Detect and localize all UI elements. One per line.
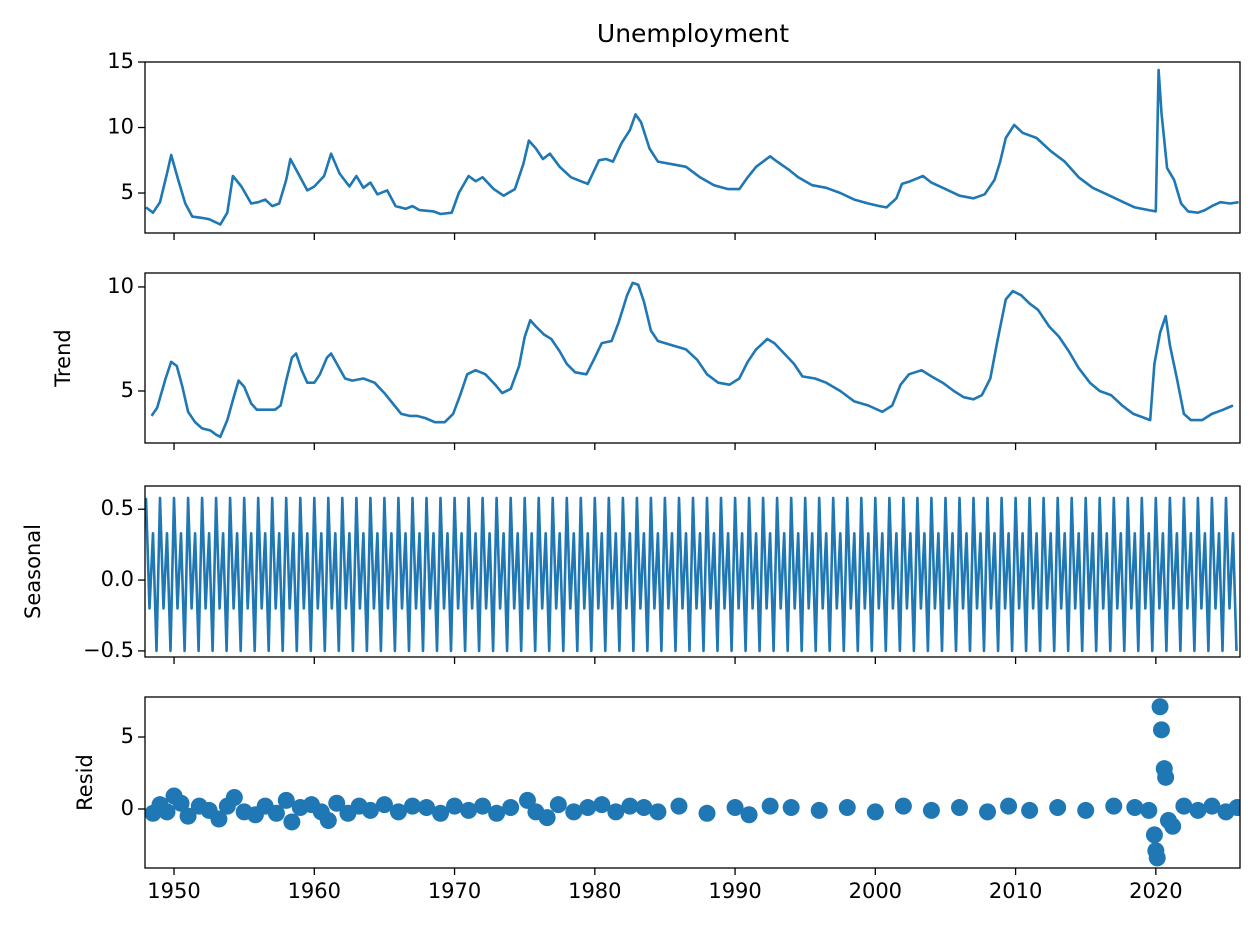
- point: [172, 794, 190, 812]
- point: [277, 791, 295, 809]
- x-tick-label: 2000: [849, 879, 902, 903]
- x-tick-label: 2010: [989, 879, 1042, 903]
- point: [950, 799, 968, 817]
- point: [460, 801, 478, 819]
- point: [549, 796, 567, 814]
- point: [417, 799, 435, 817]
- plot-area: [150, 281, 1234, 439]
- plot-area: [145, 698, 1240, 867]
- point: [361, 801, 379, 819]
- x-tick-label: 1980: [568, 879, 621, 903]
- point: [1203, 797, 1221, 815]
- point: [1175, 797, 1193, 815]
- point: [225, 788, 243, 806]
- axes-frame: [144, 485, 1241, 658]
- y-tick-label: −0.5: [83, 638, 134, 662]
- point: [1189, 801, 1207, 819]
- point: [1145, 826, 1163, 844]
- point: [1021, 801, 1039, 819]
- point: [761, 797, 779, 815]
- point: [538, 809, 556, 827]
- point: [740, 806, 758, 824]
- point: [922, 801, 940, 819]
- y-tick-label: 10: [107, 115, 134, 139]
- point: [565, 803, 583, 821]
- point: [474, 797, 492, 815]
- y-tick-label: 0: [121, 796, 134, 820]
- y-tick-label: 5: [121, 180, 134, 204]
- point: [267, 804, 285, 822]
- point: [1152, 721, 1170, 739]
- point: [389, 803, 407, 821]
- y-tick-label: 0.0: [101, 567, 134, 591]
- point: [866, 803, 884, 821]
- point: [1000, 797, 1018, 815]
- point: [726, 799, 744, 817]
- point: [1164, 817, 1182, 835]
- point: [502, 799, 520, 817]
- x-tick-label: 1990: [708, 879, 761, 903]
- point: [1049, 799, 1067, 817]
- x-tick-label: 1970: [428, 879, 481, 903]
- point: [593, 796, 611, 814]
- y-axis-label: Seasonal: [21, 524, 45, 619]
- point: [838, 799, 856, 817]
- x-tick-label: 2020: [1129, 879, 1182, 903]
- point: [432, 804, 450, 822]
- plot-area: [145, 68, 1239, 226]
- point: [375, 796, 393, 814]
- y-tick-label: 0.5: [101, 496, 134, 520]
- point: [1105, 797, 1123, 815]
- point: [635, 799, 653, 817]
- y-tick-label: 10: [107, 274, 134, 298]
- point: [1148, 849, 1166, 867]
- point: [1157, 768, 1175, 786]
- y-axis-label: Trend: [51, 329, 75, 387]
- axes-frame: [144, 61, 1241, 234]
- point: [782, 799, 800, 817]
- y-tick-label: 5: [121, 724, 134, 748]
- point: [319, 812, 337, 829]
- line: [145, 68, 1239, 226]
- point: [1126, 799, 1144, 817]
- point: [1151, 698, 1169, 716]
- axes-frame: [144, 272, 1241, 444]
- point: [1228, 799, 1240, 817]
- point: [649, 803, 667, 821]
- point: [894, 797, 912, 815]
- point: [403, 797, 421, 815]
- point: [488, 804, 506, 822]
- y-tick-label: 15: [107, 49, 134, 73]
- point: [1077, 801, 1095, 819]
- point: [698, 804, 716, 822]
- point: [179, 807, 197, 825]
- point: [607, 803, 625, 821]
- point: [158, 803, 176, 821]
- y-tick-label: 5: [121, 378, 134, 402]
- point: [670, 797, 688, 815]
- point: [621, 797, 639, 815]
- point: [1140, 801, 1158, 819]
- x-tick-label: 1950: [147, 879, 200, 903]
- axes-frame: [144, 696, 1241, 869]
- line: [145, 496, 1238, 653]
- point: [810, 801, 828, 819]
- point: [979, 803, 997, 821]
- point: [579, 799, 597, 817]
- point: [328, 794, 346, 812]
- point: [210, 810, 228, 828]
- line: [150, 281, 1234, 439]
- y-axis-label: Resid: [73, 754, 97, 811]
- x-tick-label: 1960: [288, 879, 341, 903]
- point: [446, 797, 464, 815]
- chart-title: Unemployment: [597, 19, 789, 48]
- plot-area: [145, 496, 1238, 653]
- point: [283, 813, 301, 831]
